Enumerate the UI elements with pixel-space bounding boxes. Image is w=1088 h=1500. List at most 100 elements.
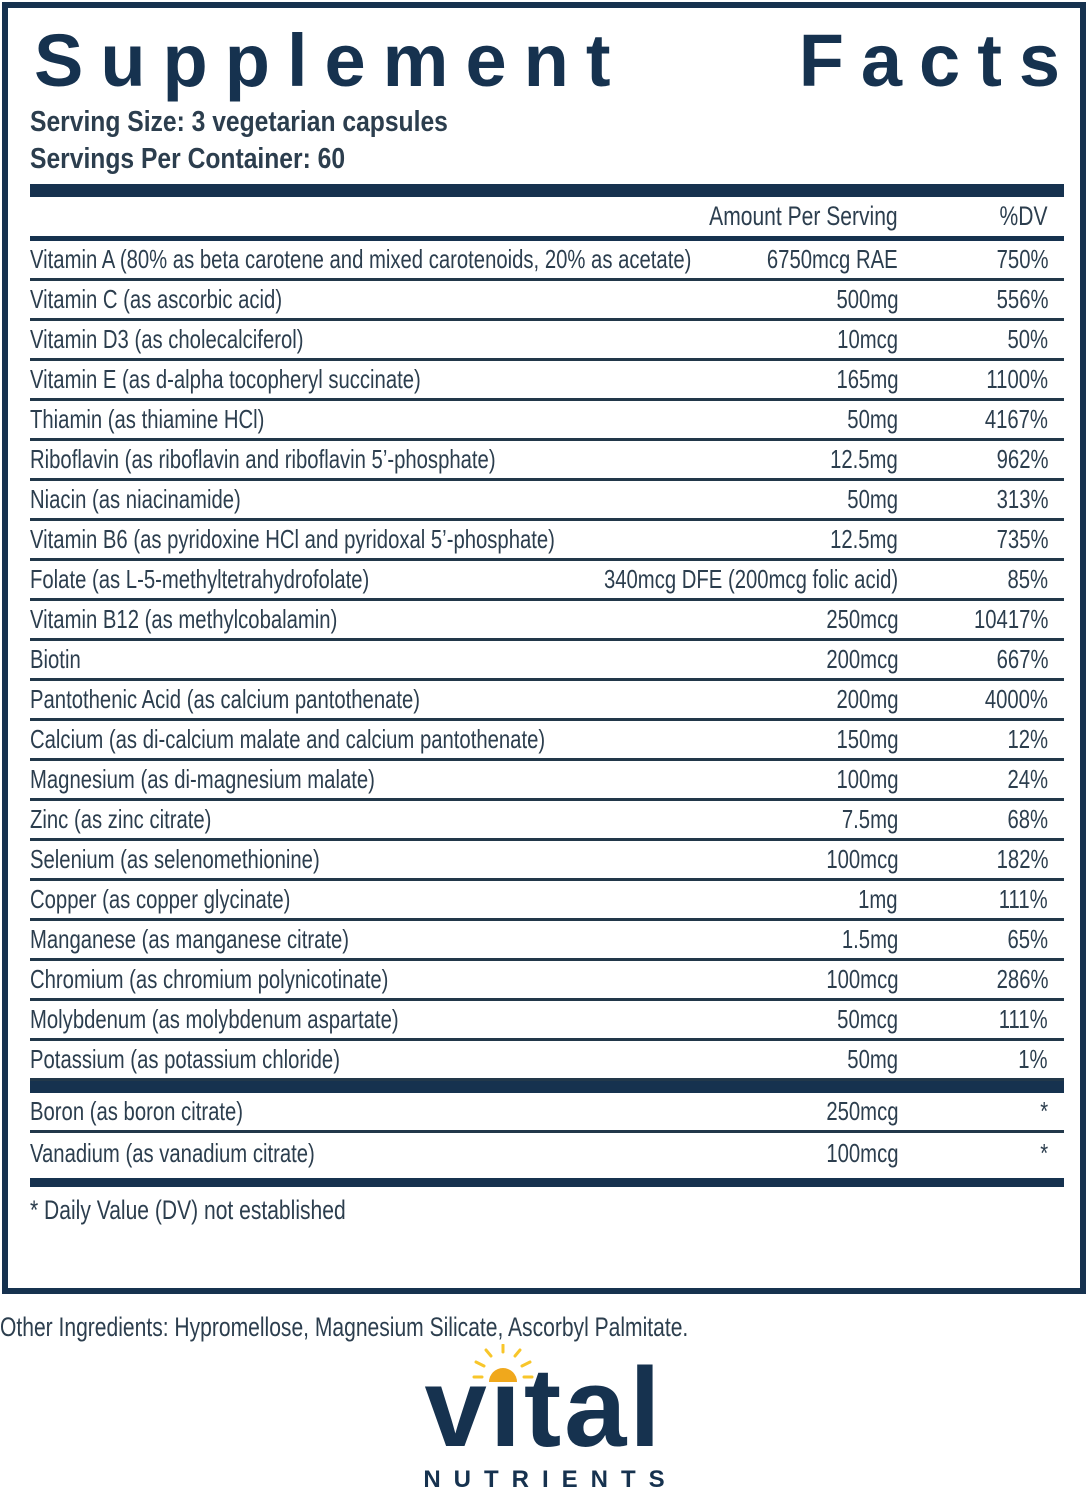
row-name: Biotin <box>30 644 806 675</box>
table-row: Folate (as L-5-methyltetrahydrofolate) 3… <box>30 561 1064 601</box>
row-dv-text: 85% <box>1007 564 1048 594</box>
footnote-text: * Daily Value (DV) not established <box>30 1194 346 1225</box>
row-amount: 340mcg DFE (200mcg folic acid) <box>521 564 898 595</box>
row-name-text: Biotin <box>30 644 81 674</box>
row-name-text: Magnesium (as di-magnesium malate) <box>30 764 375 794</box>
row-amount-text: 12.5mg <box>830 444 898 474</box>
row-name-text: Folate (as L-5-methyltetrahydrofolate) <box>30 564 370 594</box>
row-amount: 7.5mg <box>826 804 898 835</box>
row-amount-text: 50mg <box>847 1044 898 1074</box>
row-dv: 24% <box>898 764 1048 795</box>
row-amount-text: 200mcg <box>825 644 898 674</box>
row-dv: 68% <box>898 804 1048 835</box>
row-name: Chromium (as chromium polynicotinate) <box>30 964 806 995</box>
table-row: Molybdenum (as molybdenum aspartate) 50m… <box>30 1001 1064 1041</box>
row-dv-text: 12% <box>1007 724 1048 754</box>
row-dv: 182% <box>898 844 1048 875</box>
row-name: Magnesium (as di-magnesium malate) <box>30 764 819 795</box>
footnote: * Daily Value (DV) not established <box>30 1187 1064 1233</box>
divider-thick-middle <box>30 1081 1064 1093</box>
row-name: Potassium (as potassium chloride) <box>30 1044 833 1075</box>
table-row: Manganese (as manganese citrate) 1.5mg 6… <box>30 921 1064 961</box>
table-row: Boron (as boron citrate) 250mcg * <box>30 1093 1064 1133</box>
row-amount: 100mcg <box>806 844 898 875</box>
row-amount-text: 250mcg <box>825 1096 898 1126</box>
row-amount-text: 1.5mg <box>841 924 898 954</box>
row-name-text: Zinc (as zinc citrate) <box>30 804 212 834</box>
row-name: Selenium (as selenomethionine) <box>30 844 806 875</box>
row-dv-text: 65% <box>1007 924 1048 954</box>
row-name-text: Boron (as boron citrate) <box>30 1096 244 1126</box>
row-name: Copper (as copper glycinate) <box>30 884 847 915</box>
row-amount-text: 100mcg <box>825 844 898 874</box>
table-row: Potassium (as potassium chloride) 50mg 1… <box>30 1041 1064 1081</box>
table-row: Calcium (as di-calcium malate and calciu… <box>30 721 1064 761</box>
brand-subtitle: NUTRIENTS <box>423 1466 678 1493</box>
table-row: Riboflavin (as riboflavin and riboflavin… <box>30 441 1064 481</box>
row-name-text: Riboflavin (as riboflavin and riboflavin… <box>30 444 496 474</box>
table-header-row: Amount Per Serving %DV <box>30 197 1064 241</box>
row-amount: 100mcg <box>806 1138 898 1169</box>
row-dv-text: 286% <box>996 964 1048 994</box>
table-row: Biotin 200mcg 667% <box>30 641 1064 681</box>
row-amount: 10mcg <box>820 324 898 355</box>
row-amount: 50mg <box>833 484 898 515</box>
row-amount-text: 12.5mg <box>830 524 898 554</box>
row-amount: 12.5mg <box>811 444 898 475</box>
row-dv: 667% <box>898 644 1048 675</box>
other-ingredients: Other Ingredients: Hypromellose, Magnesi… <box>0 1312 1088 1343</box>
brand-logo-inner: vıtal NUTRIENTS <box>423 1343 665 1495</box>
row-name-text: Selenium (as selenomethionine) <box>30 844 320 874</box>
row-amount: 250mcg <box>806 604 898 635</box>
row-name: Thiamin (as thiamine HCl) <box>30 404 833 435</box>
table-row: Vitamin C (as ascorbic acid) 500mg 556% <box>30 281 1064 321</box>
row-dv-text: 4167% <box>984 404 1048 434</box>
row-dv-text: 182% <box>996 844 1048 874</box>
row-dv: 735% <box>898 524 1048 555</box>
table-row: Vitamin D3 (as cholecalciferol) 10mcg 50… <box>30 321 1064 361</box>
row-dv-text: 111% <box>999 884 1048 914</box>
column-header-dv: %DV <box>898 201 1048 232</box>
row-amount: 500mg <box>819 284 898 315</box>
row-dv-text: 667% <box>996 644 1048 674</box>
row-name: Vitamin B12 (as methylcobalamin) <box>30 604 806 635</box>
row-dv-text: 68% <box>1007 804 1048 834</box>
row-name: Calcium (as di-calcium malate and calciu… <box>30 724 819 755</box>
row-amount-text: 10mcg <box>837 324 898 354</box>
row-name: Vitamin D3 (as cholecalciferol) <box>30 324 820 355</box>
row-name-text: Vitamin E (as d-alpha tocopheryl succina… <box>30 364 421 394</box>
row-amount-text: 150mg <box>835 724 898 754</box>
table-row: Zinc (as zinc citrate) 7.5mg 68% <box>30 801 1064 841</box>
row-name-text: Calcium (as di-calcium malate and calciu… <box>30 724 546 754</box>
divider-thick-top <box>30 184 1064 197</box>
row-name: Vitamin E (as d-alpha tocopheryl succina… <box>30 364 819 395</box>
brand-name: vıtal <box>424 1345 664 1470</box>
row-name: Niacin (as niacinamide) <box>30 484 833 515</box>
row-amount-text: 340mcg DFE (200mcg folic acid) <box>603 564 898 594</box>
row-name-text: Vitamin B12 (as methylcobalamin) <box>30 604 338 634</box>
nutrient-table: Vitamin A (80% as beta carotene and mixe… <box>30 241 1064 1081</box>
table-row: Copper (as copper glycinate) 1mg 111% <box>30 881 1064 921</box>
row-amount: 100mg <box>819 764 898 795</box>
row-name-text: Vitamin B6 (as pyridoxine HCl and pyrido… <box>30 524 555 554</box>
row-name-text: Vitamin A (80% as beta carotene and mixe… <box>30 244 692 274</box>
row-dv-text: 24% <box>1007 764 1048 794</box>
row-amount-text: 6750mcg RAE <box>767 244 898 274</box>
row-dv: 10417% <box>898 604 1048 635</box>
row-amount-text: 500mg <box>835 284 898 314</box>
row-name-text: Molybdenum (as molybdenum aspartate) <box>30 1004 399 1034</box>
row-dv: 12% <box>898 724 1048 755</box>
panel-title-word1: Supplement <box>34 19 628 102</box>
table-row: Thiamin (as thiamine HCl) 50mg 4167% <box>30 401 1064 441</box>
row-name-text: Vanadium (as vanadium citrate) <box>30 1137 315 1168</box>
divider-thick-bottom <box>30 1178 1064 1187</box>
row-dv: 1% <box>898 1044 1048 1075</box>
row-amount: 150mg <box>819 724 898 755</box>
row-name: Zinc (as zinc citrate) <box>30 804 826 835</box>
row-name-text: Chromium (as chromium polynicotinate) <box>30 964 389 994</box>
panel-title-word2: Facts <box>798 19 1077 102</box>
table-row: Magnesium (as di-magnesium malate) 100mg… <box>30 761 1064 801</box>
row-name: Vitamin B6 (as pyridoxine HCl and pyrido… <box>30 524 811 555</box>
row-dv: 4000% <box>898 684 1048 715</box>
row-name-text: Vitamin C (as ascorbic acid) <box>30 284 283 314</box>
